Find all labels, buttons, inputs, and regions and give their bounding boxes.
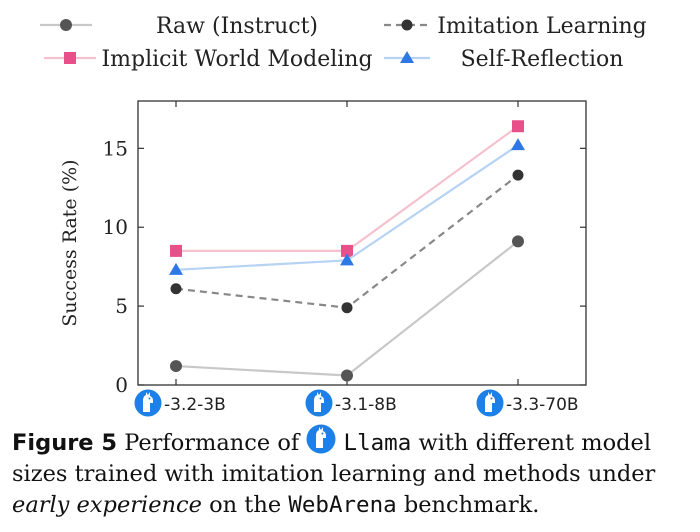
legend: Raw (Instruct) Imitation Learning Implic… <box>40 14 647 72</box>
legend-label-imitation-learning: Imitation Learning <box>437 14 647 39</box>
data-point-imitation-learning <box>341 302 353 314</box>
y-tick-label: 5 <box>115 294 128 318</box>
legend-item-self-reflection: Self-Reflection <box>384 47 623 72</box>
data-point-implicit-world-modeling <box>512 120 524 133</box>
data-point-implicit-world-modeling <box>170 244 182 257</box>
caption-italic: early experience <box>12 492 202 518</box>
y-axis-label: Success Rate (%) <box>59 159 81 326</box>
caption-benchmark: WebArena <box>288 492 397 518</box>
y-tick-label: 15 <box>103 136 128 160</box>
data-point-raw-instruct <box>170 360 182 373</box>
x-category-label: -3.1-8B <box>335 395 397 415</box>
caption-model-name: Llama <box>343 430 412 456</box>
caption-text-4: benchmark. <box>403 492 540 518</box>
data-point-implicit-world-modeling <box>341 244 353 257</box>
caption-label: Figure 5 <box>12 430 118 456</box>
data-point-self-reflection <box>169 262 183 275</box>
caption-text-3: on the <box>209 492 282 518</box>
y-tick-label: 0 <box>115 373 128 397</box>
series-line-imitation-learning <box>175 174 519 309</box>
legend-label-raw-instruct: Raw (Instruct) <box>156 14 318 39</box>
category-labels: -3.2-3B -3.1-8B -3.3-70B <box>134 389 579 417</box>
caption-text-1: Performance of <box>124 430 300 456</box>
legend-item-imitation-learning: Imitation Learning <box>384 14 647 39</box>
series-layer <box>169 120 525 382</box>
llama-icon <box>476 389 504 417</box>
data-point-self-reflection <box>511 138 525 151</box>
llama-icon <box>305 389 333 417</box>
line-chart: Raw (Instruct) Imitation Learning Implic… <box>40 14 647 417</box>
y-axis-ticks: 0 5 10 15 <box>103 136 586 397</box>
figure-caption: Figure 5 Performance of Llama with diffe… <box>12 424 692 521</box>
data-point-imitation-learning <box>170 283 182 295</box>
plot-frame <box>137 100 587 386</box>
x-category-label: -3.3-70B <box>506 395 579 415</box>
llama-icon <box>134 389 162 417</box>
data-point-self-reflection <box>340 253 354 266</box>
x-category-label: -3.2-3B <box>164 395 226 415</box>
data-point-imitation-learning <box>512 169 524 181</box>
legend-label-self-reflection: Self-Reflection <box>461 47 624 72</box>
data-point-raw-instruct <box>341 369 353 382</box>
legend-item-raw-instruct: Raw (Instruct) <box>40 14 318 39</box>
y-tick-label: 10 <box>103 215 128 239</box>
llama-icon <box>306 424 336 454</box>
series-line-implicit-world-modeling <box>176 125 519 252</box>
data-point-raw-instruct <box>512 235 524 248</box>
legend-label-implicit-world-modeling: Implicit World Modeling <box>101 47 372 72</box>
legend-item-implicit-world-modeling: Implicit World Modeling <box>44 47 373 72</box>
caption-text-2: with different model sizes trained with … <box>12 430 656 487</box>
x-axis-ticks <box>175 101 519 385</box>
